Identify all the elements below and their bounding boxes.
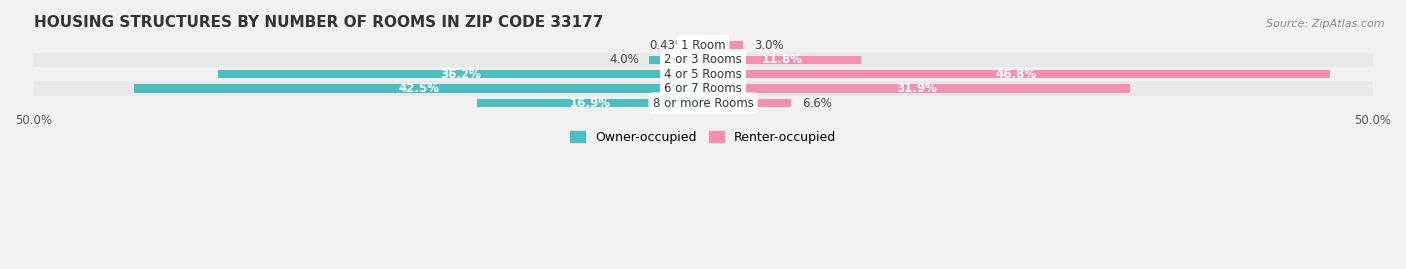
Text: 6 or 7 Rooms: 6 or 7 Rooms [664, 82, 742, 95]
Text: Source: ZipAtlas.com: Source: ZipAtlas.com [1267, 19, 1385, 29]
Bar [218, 70, 703, 78]
Bar [34, 67, 1372, 82]
Text: 16.9%: 16.9% [569, 97, 610, 109]
Bar [703, 84, 1130, 93]
Text: 8 or more Rooms: 8 or more Rooms [652, 97, 754, 109]
Text: 1 Room: 1 Room [681, 39, 725, 52]
Text: 11.8%: 11.8% [762, 53, 803, 66]
Bar [34, 82, 1372, 96]
Bar [134, 84, 703, 93]
Text: 4 or 5 Rooms: 4 or 5 Rooms [664, 68, 742, 81]
Bar [34, 38, 1372, 52]
Bar [703, 99, 792, 107]
Text: HOUSING STRUCTURES BY NUMBER OF ROOMS IN ZIP CODE 33177: HOUSING STRUCTURES BY NUMBER OF ROOMS IN… [34, 15, 603, 30]
Text: 46.8%: 46.8% [995, 68, 1036, 81]
Bar [650, 56, 703, 64]
Legend: Owner-occupied, Renter-occupied: Owner-occupied, Renter-occupied [565, 126, 841, 149]
Text: 36.2%: 36.2% [440, 68, 481, 81]
Bar [477, 99, 703, 107]
Bar [703, 70, 1330, 78]
Text: 42.5%: 42.5% [398, 82, 439, 95]
Bar [34, 96, 1372, 110]
Bar [697, 41, 703, 49]
Bar [34, 52, 1372, 67]
Text: 3.0%: 3.0% [754, 39, 783, 52]
Text: 2 or 3 Rooms: 2 or 3 Rooms [664, 53, 742, 66]
Bar [703, 41, 744, 49]
Bar [703, 56, 860, 64]
Text: 4.0%: 4.0% [609, 53, 638, 66]
Text: 0.43%: 0.43% [650, 39, 686, 52]
Text: 31.9%: 31.9% [896, 82, 936, 95]
Text: 6.6%: 6.6% [801, 97, 832, 109]
